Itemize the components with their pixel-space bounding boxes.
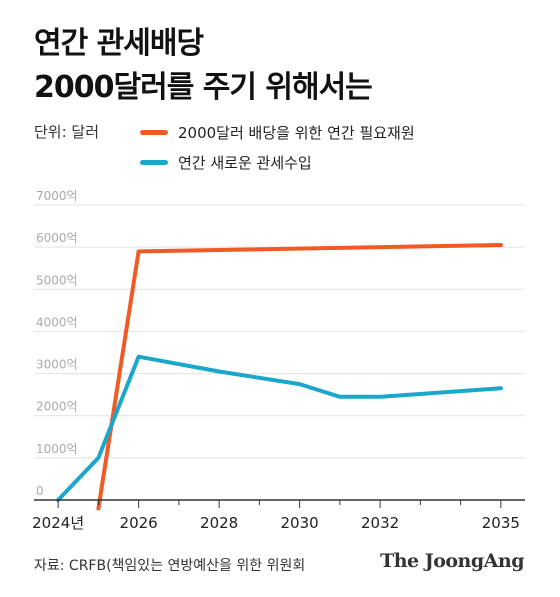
x-axis: 2024년 2026 2028 2030 2032 2035 [32,499,525,532]
x-tick-label-4: 2032 [361,514,399,532]
y-tick-label-1: 1000억 [36,442,78,456]
x-tick-label-1: 2026 [120,514,158,532]
legend-swatch-dividend [140,129,168,135]
x-tick-label-5: 2035 [482,514,520,532]
title-line-1: 연간 관세배당 [34,26,204,61]
y-tick-label-5: 5000억 [36,273,78,287]
series-line-0 [96,243,503,511]
x-tick-label-3: 2030 [281,514,319,532]
legend-label-tariff: 연간 새로운 관세수입 [178,153,312,172]
y-tick-label-7: 7000억 [36,189,78,203]
y-tick-label-4: 4000억 [36,315,78,329]
brand-logo: The JoongAng [380,550,524,572]
y-tick-label-2: 2000억 [36,400,78,414]
chart-title: 연간 관세배당 2000달러를 주기 위해서는 [34,22,373,110]
series-lines [56,243,503,511]
series-line-1 [56,354,503,502]
x-tick-label-2: 2028 [200,514,238,532]
title-line-2: 2000달러를 주기 위해서는 [34,70,373,105]
y-axis-ticks: 0 1000억 2000억 3000억 4000억 5000억 6000억 7000억 [36,189,78,498]
y-tick-label-3: 3000억 [36,358,78,372]
legend-item-tariff: 연간 새로운 관세수입 [140,151,415,173]
legend-label-dividend: 2000달러 배당을 위한 연간 필요재원 [178,123,415,142]
y-tick-label-6: 6000억 [36,231,78,245]
y-tick-label-0: 0 [36,484,44,498]
legend-swatch-tariff [140,159,168,165]
source-note: 자료: CRFB(책임있는 연방예산을 위한 위원회 [34,558,306,574]
gridlines [34,204,525,459]
legend: 2000달러 배당을 위한 연간 필요재원 연간 새로운 관세수입 [140,121,415,181]
x-tick-label-0: 2024년 [32,514,84,532]
unit-label: 단위: 달러 [34,123,100,141]
legend-item-dividend: 2000달러 배당을 위한 연간 필요재원 [140,121,415,143]
